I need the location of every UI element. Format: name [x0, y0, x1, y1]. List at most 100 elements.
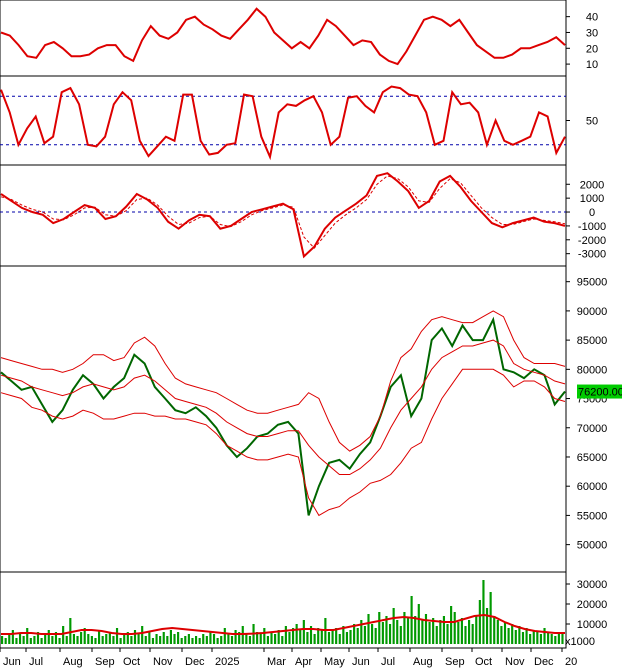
xtick-label-2: Aug: [63, 656, 83, 668]
volume-bar: [8, 634, 11, 644]
volume-bar: [414, 616, 417, 644]
volume-bar: [270, 632, 273, 644]
volume-bar: [417, 604, 420, 644]
volume-bar: [227, 634, 230, 644]
volume-bar: [457, 622, 460, 644]
volume-bar: [187, 634, 190, 644]
volume-bar: [51, 636, 54, 644]
volume-bar: [119, 638, 122, 644]
volume-bar: [525, 628, 528, 644]
volume-bar: [36, 632, 40, 644]
macd-series-0: [0, 172, 566, 259]
volume-bar: [216, 638, 219, 644]
volume-bar: [406, 618, 410, 644]
adx-ytick-label-0: 10: [586, 59, 598, 71]
volume-bar: [155, 634, 158, 644]
xtick-label-6: Dec: [185, 656, 205, 668]
volume-bar: [29, 638, 32, 644]
volume-bar: [65, 636, 68, 644]
xtick-label-0: Jun: [3, 656, 21, 668]
volume-bar: [385, 616, 388, 644]
volume-bar: [550, 634, 553, 644]
volume-bar: [518, 626, 521, 644]
price-series-1: [0, 339, 566, 475]
volume-bar: [302, 620, 305, 644]
volume-bar: [428, 622, 431, 644]
volume-bar: [234, 630, 237, 644]
price-ytick-label-7: 60000: [577, 481, 608, 493]
xtick-label-11: Jun: [352, 656, 370, 668]
volume-bar: [58, 638, 61, 644]
volume-bar: [360, 620, 363, 644]
volume-bar: [485, 608, 489, 644]
volume-bar: [198, 638, 201, 644]
xtick-label-16: Nov: [505, 656, 525, 668]
volume-bar: [212, 634, 216, 644]
volume-bar: [94, 638, 97, 644]
volume-bar: [169, 630, 172, 644]
macd-panel: 2000 1000 0 -1000 -2000 -3000: [0, 164, 606, 267]
macd-ytick-label-4: -2000: [578, 235, 606, 247]
macd-ytick-label-1: 1000: [580, 193, 604, 205]
macd-ytick-label-2: 0: [589, 207, 595, 219]
price-ytick-label-2: 85000: [577, 335, 608, 347]
volume-bar: [97, 630, 101, 644]
volume-bar: [421, 620, 424, 644]
volume-bar: [4, 638, 7, 644]
volume-bar: [274, 634, 277, 644]
price-series-0: [0, 316, 566, 516]
volume-bar: [83, 628, 86, 644]
volume-bar: [241, 626, 244, 644]
volume-bar: [543, 628, 546, 644]
price-ytick-label-9: 50000: [577, 540, 608, 552]
volume-bar: [115, 628, 119, 644]
x-axis: Jun Jul Aug Sep Oct Nov Dec 2025 Mar Apr May Jun Jul…: [0, 648, 577, 668]
xtick-label-5: Nov: [153, 656, 173, 668]
volume-bar: [11, 630, 14, 644]
volume-bar: [284, 626, 287, 644]
volume-bar: [317, 628, 320, 644]
xtick-label-12: Jul: [381, 656, 395, 668]
volume-panel: 30000 20000 10000 x1000: [0, 571, 608, 649]
xtick-label-7: 2025: [215, 656, 239, 668]
volume-bar: [396, 620, 399, 644]
volume-bar: [223, 628, 226, 644]
volume-bar: [80, 632, 83, 644]
volume-bar: [90, 636, 93, 644]
volume-bar: [159, 636, 162, 644]
volume-bar: [374, 628, 377, 644]
volume-bar: [442, 616, 446, 644]
volume-bar: [259, 634, 262, 644]
price-series-3: [0, 368, 566, 517]
volume-ytick-label-2: 10000: [577, 619, 608, 631]
last-price-badge: [577, 384, 622, 399]
volume-bar: [245, 634, 248, 644]
volume-bar: [561, 634, 564, 644]
volume-bar: [15, 638, 18, 644]
volume-bar: [500, 626, 503, 644]
volume-bar: [277, 630, 280, 644]
volume-bar: [87, 634, 90, 644]
volume-bar: [381, 622, 384, 644]
volume-unit-label: x1000: [565, 636, 595, 648]
volume-bar: [424, 614, 428, 644]
macd-ytick-label-5: -3000: [578, 249, 606, 261]
volume-bar: [446, 624, 449, 644]
xtick-label-8: Mar: [267, 656, 286, 668]
volume-bar: [105, 634, 108, 644]
volume-bar: [133, 630, 137, 644]
adx-ytick-label-1: 20: [586, 43, 598, 55]
volume-bar: [327, 632, 331, 644]
volume-bar: [151, 638, 155, 644]
volume-bar: [288, 632, 291, 644]
price-ytick-label-0: 95000: [577, 277, 608, 289]
volume-bar: [62, 626, 65, 644]
volume-bar: [266, 636, 269, 644]
volume-bar: [392, 608, 395, 644]
volume-bar: [521, 632, 525, 644]
price-ytick-label-1: 90000: [577, 306, 608, 318]
volume-bar: [468, 620, 471, 644]
volume-bar: [439, 620, 442, 644]
volume-bar: [511, 624, 514, 644]
